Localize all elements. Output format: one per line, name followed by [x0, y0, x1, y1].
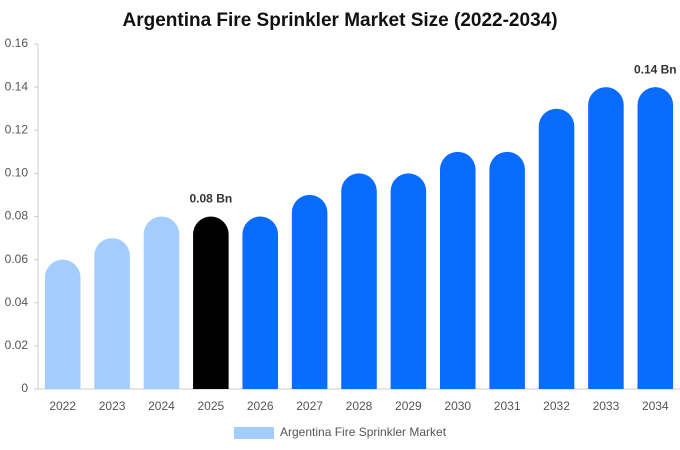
- bar: [588, 87, 624, 389]
- x-tick-label: 2033: [593, 399, 620, 413]
- y-tick-label: 0.12: [5, 122, 29, 136]
- y-tick-label: 0.04: [5, 295, 29, 309]
- y-tick-label: 0.08: [5, 209, 29, 223]
- bar: [291, 194, 328, 389]
- bar: [439, 151, 476, 389]
- x-tick-label: 2028: [346, 399, 373, 413]
- x-tick-label: 2023: [99, 399, 126, 413]
- x-tick-label: 2029: [395, 399, 422, 413]
- bar: [44, 259, 81, 389]
- bar: [143, 216, 180, 389]
- bar: [489, 151, 525, 389]
- legend-swatch: [234, 427, 274, 439]
- bar: [538, 108, 575, 390]
- y-tick-label: 0.16: [5, 36, 29, 50]
- x-tick-label: 2024: [148, 399, 175, 413]
- x-tick-label: 2031: [494, 399, 521, 413]
- value-label: 0.14 Bn: [634, 62, 677, 76]
- bar: [637, 87, 674, 389]
- x-tick-label: 2034: [642, 399, 669, 413]
- x-tick-label: 2022: [49, 399, 76, 413]
- legend-label: Argentina Fire Sprinkler Market: [280, 425, 447, 439]
- value-label: 0.08 Bn: [190, 192, 233, 206]
- y-tick-label: 0.02: [5, 338, 29, 352]
- bar: [94, 238, 130, 389]
- bar: [242, 216, 279, 389]
- chart-title: Argentina Fire Sprinkler Market Size (20…: [122, 10, 557, 31]
- y-tick-label: 0.14: [5, 79, 29, 93]
- x-tick-label: 2025: [197, 399, 224, 413]
- bar: [341, 173, 377, 389]
- y-tick-label: 0.06: [5, 252, 29, 266]
- bar: [390, 173, 427, 389]
- y-tick-label: 0.10: [5, 166, 29, 180]
- bar: [193, 216, 229, 389]
- x-tick-label: 2027: [296, 399, 323, 413]
- x-tick-label: 2026: [247, 399, 274, 413]
- x-tick-label: 2030: [444, 399, 471, 413]
- x-tick-label: 2032: [543, 399, 570, 413]
- y-tick-label: 0: [21, 381, 28, 395]
